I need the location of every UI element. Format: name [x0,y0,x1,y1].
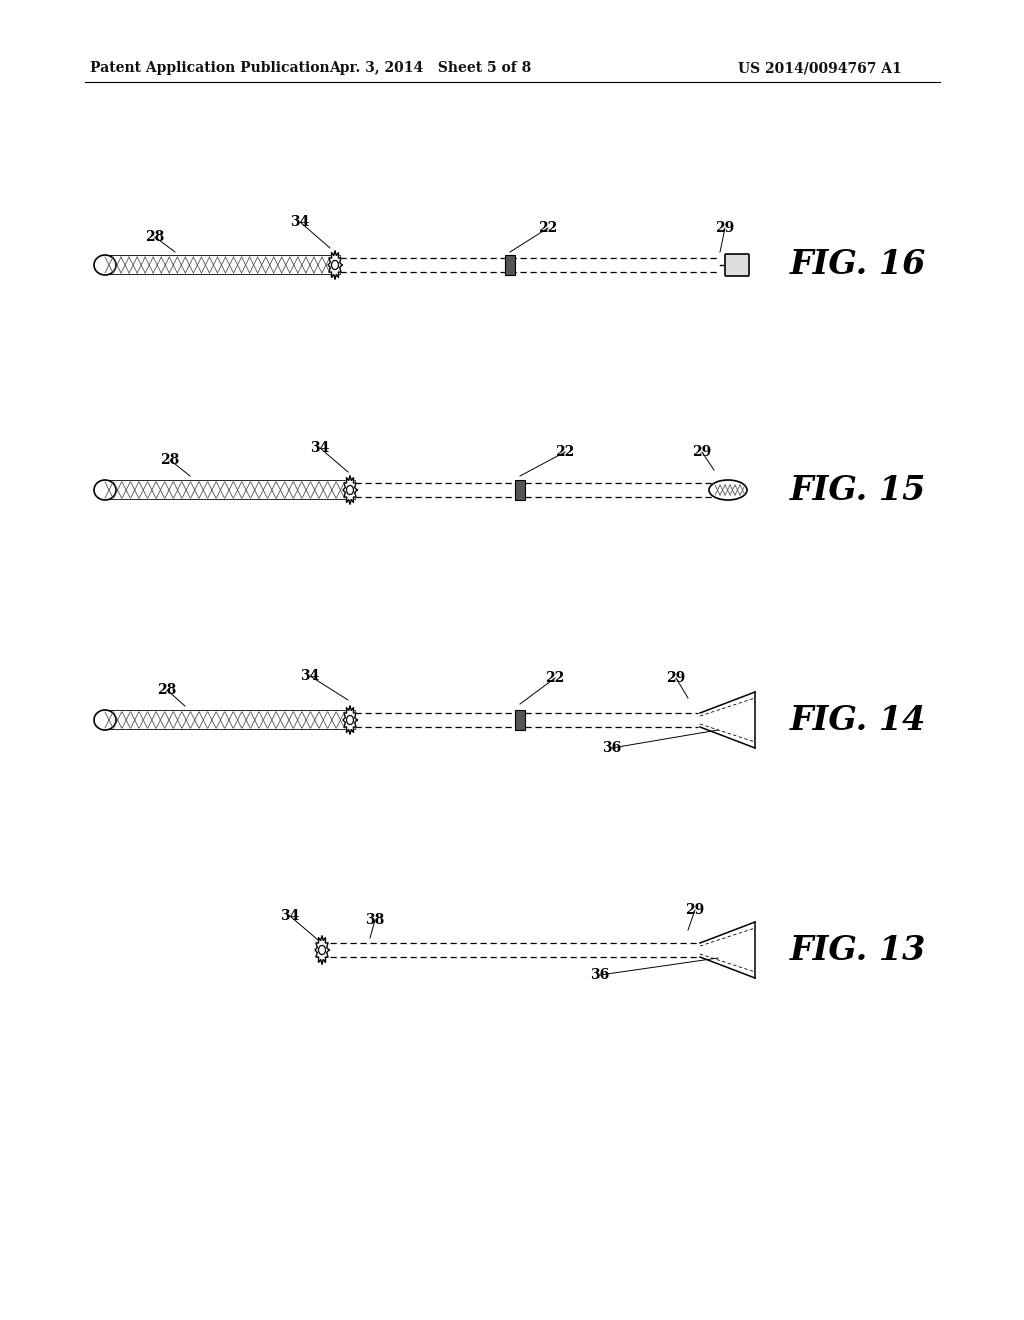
Bar [105,256,340,275]
Text: 28: 28 [158,682,176,697]
Text: FIG. 15: FIG. 15 [790,474,927,507]
Polygon shape [315,936,329,965]
Text: 28: 28 [161,453,179,467]
Text: FIG. 16: FIG. 16 [790,248,927,281]
Text: Apr. 3, 2014   Sheet 5 of 8: Apr. 3, 2014 Sheet 5 of 8 [329,61,531,75]
Bar [330,257,720,272]
Bar [105,480,355,499]
Text: 29: 29 [692,445,712,459]
Text: FIG. 13: FIG. 13 [790,933,927,966]
Text: 22: 22 [539,220,558,235]
Polygon shape [700,692,755,748]
Text: 22: 22 [546,671,564,685]
Ellipse shape [709,480,746,500]
Ellipse shape [94,480,116,500]
Polygon shape [343,475,357,504]
Bar [505,255,515,275]
Bar [515,710,525,730]
Bar [345,713,698,727]
Bar [97,256,340,275]
Text: 34: 34 [310,441,330,455]
Text: 29: 29 [716,220,734,235]
Ellipse shape [346,486,353,495]
Text: 34: 34 [300,669,319,682]
Ellipse shape [318,945,326,954]
FancyBboxPatch shape [725,253,749,276]
Text: 29: 29 [685,903,705,917]
Text: Patent Application Publication: Patent Application Publication [90,61,330,75]
Ellipse shape [94,710,116,730]
Text: 36: 36 [602,741,622,755]
Polygon shape [328,251,342,280]
Bar [319,942,700,957]
Ellipse shape [94,255,116,275]
Bar [97,480,355,499]
Polygon shape [343,706,357,734]
Ellipse shape [346,715,353,725]
Text: US 2014/0094767 A1: US 2014/0094767 A1 [738,61,902,75]
Text: 36: 36 [591,968,609,982]
Bar [345,483,728,498]
Bar [105,711,355,729]
Bar [515,480,525,500]
Text: 28: 28 [145,230,165,244]
Text: FIG. 14: FIG. 14 [790,704,927,737]
Text: 29: 29 [667,671,686,685]
Text: 38: 38 [366,913,385,927]
Text: 34: 34 [291,215,309,228]
Text: 22: 22 [555,445,574,459]
Ellipse shape [332,260,339,269]
Polygon shape [700,921,755,978]
Text: 34: 34 [281,909,300,923]
Bar [97,711,355,729]
